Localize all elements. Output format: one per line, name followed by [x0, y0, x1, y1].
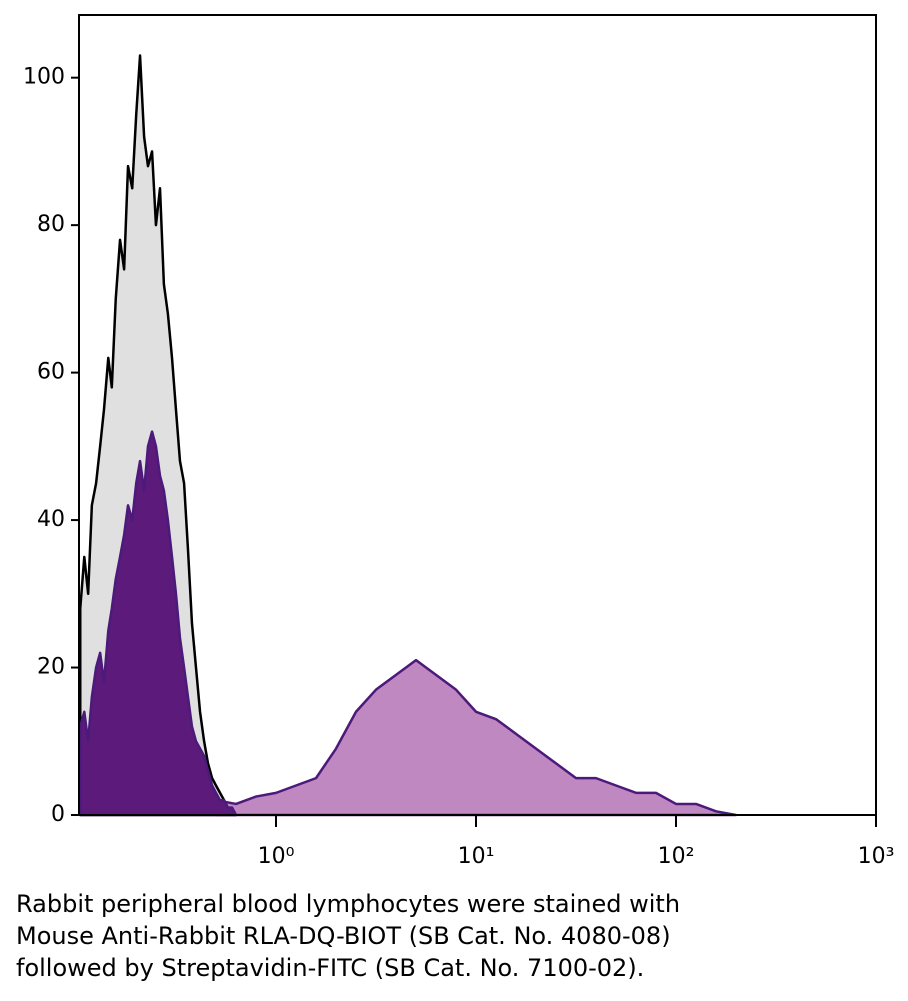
plot-frame — [78, 14, 877, 816]
chart: 0 20 40 60 80 100 10⁰ 10¹ 10² 10³ — [23, 14, 895, 869]
y-tick-label: 80 — [37, 212, 65, 237]
y-tick-label: 60 — [37, 360, 65, 385]
caption-line: followed by Streptavidin-FITC (SB Cat. N… — [16, 954, 645, 982]
y-tick-label: 20 — [37, 655, 65, 680]
histogram-area — [214, 658, 738, 817]
caption-line: Rabbit peripheral blood lymphocytes were… — [16, 890, 681, 918]
x-tick-label: 10³ — [858, 844, 895, 869]
y-tick-label: 40 — [37, 507, 65, 532]
y-tick-label: 100 — [23, 65, 65, 90]
caption-line: Mouse Anti-Rabbit RLA-DQ-BIOT (SB Cat. N… — [16, 922, 671, 950]
x-tick-label: 10⁰ — [258, 844, 295, 869]
caption: Rabbit peripheral blood lymphocytes were… — [16, 888, 896, 984]
histogram-area — [78, 430, 238, 817]
y-tick-label: 0 — [51, 802, 65, 827]
x-tick-label: 10² — [658, 844, 695, 869]
x-tick-label: 10¹ — [458, 844, 495, 869]
